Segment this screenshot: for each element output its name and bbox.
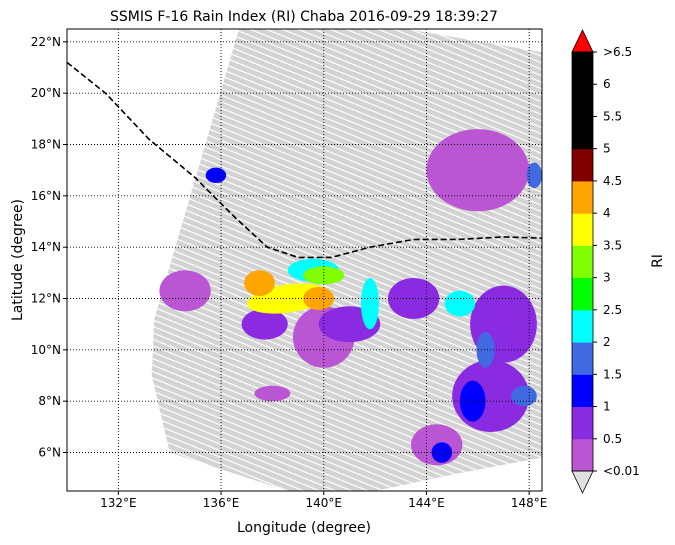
colorbar-tick-label: 2 [603, 335, 611, 349]
colorbar-tick-label: 1.5 [603, 367, 622, 381]
rain-cell [387, 277, 440, 320]
storm-track [67, 61, 542, 259]
chart-title: SSMIS F-16 Rain Index (RI) Chaba 2016-09… [110, 9, 498, 25]
rain-cell [303, 286, 335, 311]
colorbar: <0.01 0.5 1 1.5 2 2.5 3 3.5 4 4.5 5 5.5 6 >6.5 [571, 29, 640, 494]
colorbar-tick-label: 4 [603, 206, 611, 220]
colorbar-segment [572, 180, 593, 214]
colorbar-tick-label: 1 [603, 400, 611, 414]
rain-cell [511, 385, 537, 407]
rain-cell [476, 331, 495, 368]
rain-cell [431, 442, 453, 463]
rain-cell [244, 270, 275, 296]
y-tick-label: 14°N [31, 240, 61, 254]
y-tick-label: 20°N [31, 86, 61, 100]
colorbar-tick-label: 6 [603, 77, 611, 91]
x-tick-label: 140°E [306, 496, 343, 510]
colorbar-segment [572, 374, 593, 408]
rain-cell [159, 270, 211, 312]
colorbar-segment [572, 213, 593, 246]
colorbar-over-arrow [571, 29, 594, 53]
colorbar-frame [571, 51, 594, 472]
rain-cells [159, 129, 542, 466]
rain-cell [426, 129, 530, 212]
rain-cell [254, 385, 291, 402]
colorbar-tick-label: 5.5 [603, 109, 622, 123]
colorbar-segment [572, 406, 593, 440]
colorbar-tick-label: 4.5 [603, 174, 622, 188]
rain-cell [444, 290, 476, 317]
y-tick-label: 18°N [31, 138, 61, 152]
colorbar-segment [572, 342, 593, 375]
x-tick-label: 132°E [100, 496, 137, 510]
y-tick-label: 6°N [38, 446, 61, 460]
colorbar-tick-label: 2.5 [603, 303, 622, 317]
colorbar-segment [572, 309, 593, 343]
colorbar-segment [572, 84, 593, 117]
colorbar-segment [572, 277, 593, 311]
colorbar-tick-label: 3.5 [603, 238, 622, 252]
y-axis: 6°N 8°N 10°N 12°N 14°N 16°N 18°N 20°N 22°N [31, 35, 67, 460]
y-tick-label: 8°N [38, 394, 61, 408]
y-tick-label: 22°N [31, 35, 61, 49]
x-axis-label: Longitude (degree) [237, 520, 371, 536]
x-axis: 132°E 136°E 140°E 144°E 148°E [100, 491, 547, 510]
y-tick-label: 10°N [31, 343, 61, 357]
colorbar-tick-label: <0.01 [603, 464, 640, 478]
rain-cell [360, 277, 379, 330]
colorbar-tick-label: 3 [603, 271, 611, 285]
colorbar-segment [572, 245, 593, 279]
plot-area [67, 29, 542, 491]
x-tick-label: 148°E [511, 496, 548, 510]
colorbar-segment [572, 116, 593, 150]
y-axis-label: Latitude (degree) [10, 199, 26, 321]
x-tick-label: 136°E [203, 496, 240, 510]
colorbar-segment [572, 438, 593, 472]
y-tick-label: 12°N [31, 292, 61, 306]
x-tick-label: 144°E [408, 496, 445, 510]
plot-frame [66, 28, 543, 492]
rain-cell [205, 167, 227, 183]
y-tick-label: 16°N [31, 189, 61, 203]
rain-cell [241, 308, 288, 340]
colorbar-label: RI [650, 254, 666, 268]
colorbar-under-arrow [571, 470, 594, 494]
colorbar-tick-label: 0.5 [603, 432, 622, 446]
colorbar-segment [572, 148, 593, 182]
rain-cell [526, 162, 542, 189]
colorbar-tick-label: >6.5 [603, 45, 632, 59]
colorbar-segment [572, 52, 593, 85]
colorbar-tick-label: 5 [603, 142, 611, 156]
gridlines [67, 29, 542, 491]
